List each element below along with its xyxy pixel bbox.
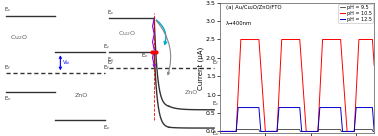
pH = 10.5	[318, 96, 322, 98]
pH = 12.5	[218, 131, 222, 132]
Text: E$_v$: E$_v$	[4, 94, 12, 103]
Line: pH = 12.5: pH = 12.5	[220, 108, 374, 131]
Text: E$_c$: E$_c$	[102, 42, 110, 51]
Legend: pH = 9.5, pH = 10.5, pH = 12.5: pH = 9.5, pH = 10.5, pH = 12.5	[338, 4, 373, 23]
pH = 9.5	[233, 131, 237, 132]
Text: Cu$_2$O: Cu$_2$O	[118, 29, 136, 38]
pH = 10.5	[253, 39, 257, 40]
pH = 9.5	[240, 129, 245, 130]
pH = 9.5	[372, 131, 376, 132]
Text: (a) Au/Cu₂O/ZnO/FTO: (a) Au/Cu₂O/ZnO/FTO	[226, 5, 282, 10]
pH = 10.5	[344, 125, 349, 127]
Text: E$_f$: E$_f$	[212, 58, 219, 67]
Text: E$_v$: E$_v$	[212, 129, 220, 136]
pH = 9.5	[253, 129, 257, 130]
Text: λ→400nm: λ→400nm	[226, 21, 252, 26]
Text: E$_v$: E$_v$	[141, 51, 149, 60]
Text: Cu$_2$O: Cu$_2$O	[10, 33, 28, 42]
pH = 10.5	[347, 131, 351, 132]
Line: pH = 9.5: pH = 9.5	[220, 130, 374, 131]
Text: ZnO: ZnO	[74, 93, 88, 98]
Text: E$_c$: E$_c$	[212, 100, 220, 109]
Y-axis label: Current (μA): Current (μA)	[198, 46, 204, 90]
pH = 9.5	[347, 131, 351, 132]
pH = 12.5	[236, 107, 240, 108]
Line: pH = 10.5: pH = 10.5	[220, 39, 374, 131]
pH = 10.5	[218, 131, 222, 132]
Text: E$_v$: E$_v$	[102, 123, 110, 132]
pH = 9.5	[218, 131, 222, 132]
pH = 12.5	[318, 108, 322, 110]
pH = 12.5	[344, 131, 349, 132]
pH = 10.5	[240, 39, 245, 40]
pH = 12.5	[233, 131, 237, 132]
Text: E$_c$: E$_c$	[107, 8, 114, 17]
pH = 12.5	[253, 107, 257, 108]
Text: ZnO: ZnO	[185, 90, 198, 95]
pH = 12.5	[372, 131, 376, 132]
Text: E$_f$: E$_f$	[107, 58, 114, 67]
pH = 10.5	[372, 65, 376, 67]
pH = 10.5	[233, 131, 237, 132]
Text: E$_f$: E$_f$	[4, 63, 11, 72]
Text: E$_f$: E$_f$	[102, 63, 110, 72]
pH = 12.5	[240, 107, 245, 108]
pH = 9.5	[344, 131, 349, 132]
Text: E$_c$: E$_c$	[4, 6, 11, 14]
pH = 9.5	[318, 129, 322, 130]
pH = 9.5	[234, 129, 239, 130]
pH = 12.5	[347, 131, 351, 132]
Text: E$_v$: E$_v$	[107, 55, 115, 64]
pH = 10.5	[239, 39, 243, 40]
Text: V$_{bi}$: V$_{bi}$	[62, 58, 71, 67]
